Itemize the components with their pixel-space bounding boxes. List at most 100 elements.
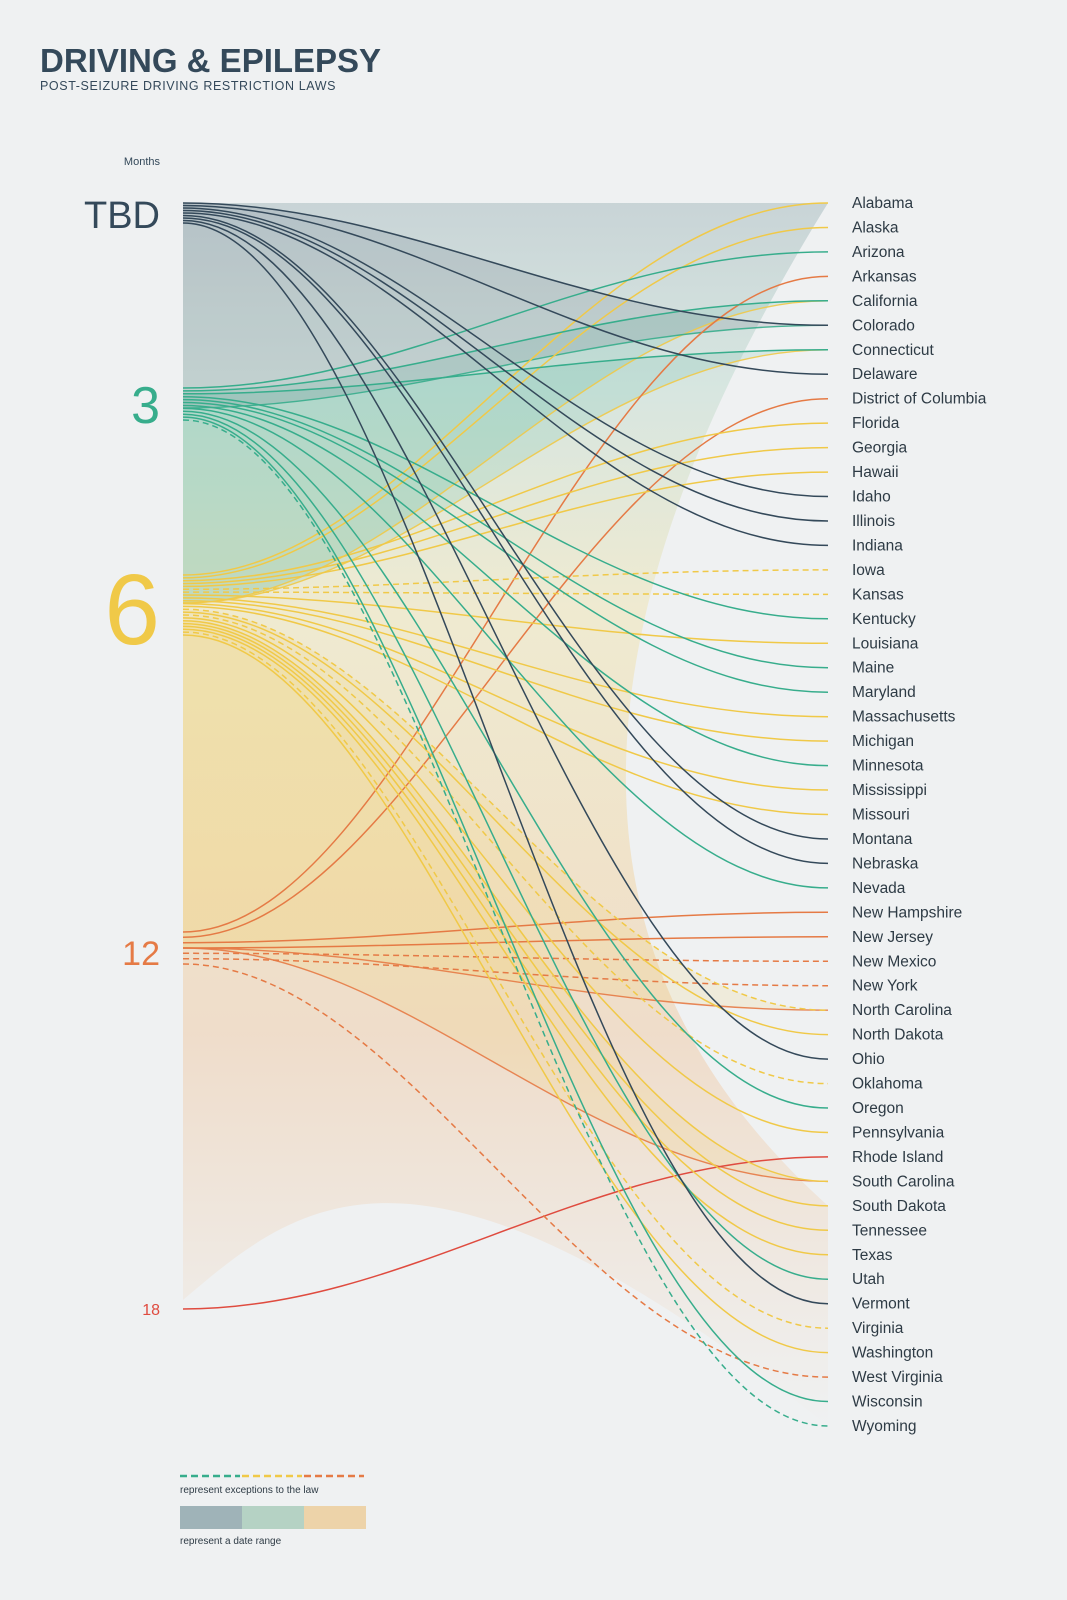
legend-swatch-0 (180, 1506, 242, 1529)
background-wash (183, 203, 828, 1426)
state-label-connecticut: Connecticut (852, 342, 935, 359)
chart-title: DRIVING & EPILEPSY (40, 42, 381, 79)
state-line-maryland (182, 401, 829, 693)
state-line-iowa (182, 569, 829, 591)
state-line-kentucky (182, 395, 829, 620)
state-line-north-carolina (182, 608, 829, 1011)
state-label-pennsylvania: Pennsylvania (852, 1124, 945, 1141)
axis-label-months: Months (124, 156, 161, 168)
state-line-washington (182, 634, 829, 1354)
state-line-mississippi (182, 602, 829, 791)
state-label-ohio: Ohio (852, 1051, 885, 1068)
state-label-hawaii: Hawaii (852, 464, 899, 481)
state-label-rhode-island: Rhode Island (852, 1149, 943, 1166)
state-line-montana (182, 214, 829, 840)
state-label-maine: Maine (852, 660, 894, 677)
state-label-maryland: Maryland (852, 684, 916, 701)
state-label-idaho: Idaho (852, 489, 891, 506)
state-line-delaware (182, 204, 829, 375)
state-line-alaska (182, 226, 829, 579)
state-line-tennessee (182, 625, 829, 1232)
state-label-new-mexico: New Mexico (852, 953, 936, 970)
state-label-nevada: Nevada (852, 880, 906, 897)
state-line-wisconsin (182, 416, 829, 1403)
state-label-tennessee: Tennessee (852, 1222, 927, 1239)
state-line-virginia (182, 631, 829, 1329)
range-band-south-carolina (183, 620, 828, 1182)
state-line-arizona (182, 251, 829, 389)
state-label-vermont: Vermont (852, 1296, 910, 1313)
level-labels: TBD 3 6 12 18 (84, 195, 160, 1319)
state-line-minnesota (182, 404, 829, 767)
legend-swatch-2 (304, 1506, 366, 1529)
state-label-michigan: Michigan (852, 733, 914, 750)
state-label-georgia: Georgia (852, 440, 908, 457)
state-label-mississippi: Mississippi (852, 782, 927, 799)
state-line-oregon (182, 410, 829, 1109)
range-band-north-carolina (183, 609, 828, 1011)
state-line-colorado (182, 202, 829, 327)
state-label-nebraska: Nebraska (852, 855, 919, 872)
state-line-massachusetts (182, 597, 829, 718)
level-label-tbd: TBD (84, 195, 160, 237)
legend-text-exceptions: represent exceptions to the law (180, 1485, 319, 1496)
state-label-oregon: Oregon (852, 1100, 904, 1117)
state-label-alabama: Alabama (852, 195, 914, 212)
range-bands (183, 203, 828, 1426)
state-label-washington: Washington (852, 1345, 933, 1362)
state-line-pennsylvania (182, 617, 829, 1134)
state-line-maine (182, 398, 829, 669)
state-label-montana: Montana (852, 831, 913, 848)
legend: represent exceptions to the law represent… (180, 1474, 366, 1547)
state-line-california (182, 300, 829, 392)
range-band-connecticut (183, 349, 828, 603)
state-line-alabama (182, 202, 829, 576)
state-label-wyoming: Wyoming (852, 1418, 916, 1435)
state-line-nevada (182, 407, 829, 889)
state-line-indiana (182, 212, 829, 547)
legend-swatch-1 (242, 1506, 304, 1529)
state-label-virginia: Virginia (852, 1320, 904, 1337)
state-line-utah (182, 413, 829, 1280)
state-label-massachusetts: Massachusetts (852, 709, 956, 726)
state-line-illinois (182, 209, 829, 522)
state-line-south-dakota (182, 622, 829, 1207)
state-label-alaska: Alaska (852, 219, 899, 236)
legend-text-range: represent a date range (180, 1536, 282, 1547)
state-line-nebraska (182, 217, 829, 865)
state-label-utah: Utah (852, 1271, 885, 1288)
state-label-missouri: Missouri (852, 807, 910, 824)
state-label-new-hampshire: New Hampshire (852, 904, 962, 921)
state-label-new-jersey: New Jersey (852, 929, 933, 946)
state-line-wyoming (182, 419, 829, 1427)
state-label-district-of-columbia: District of Columbia (852, 391, 987, 408)
state-label-illinois: Illinois (852, 513, 895, 530)
state-label-minnesota: Minnesota (852, 758, 924, 775)
state-label-louisiana: Louisiana (852, 635, 919, 652)
state-label-texas: Texas (852, 1247, 893, 1264)
state-label-wisconsin: Wisconsin (852, 1394, 923, 1411)
state-line-kansas (182, 591, 829, 596)
state-line-new-mexico (182, 952, 829, 963)
state-line-idaho (182, 207, 829, 498)
state-line-vermont (182, 222, 829, 1305)
state-line-new-york (182, 957, 829, 987)
state-label-florida: Florida (852, 415, 900, 432)
state-label-colorado: Colorado (852, 317, 915, 334)
state-label-delaware: Delaware (852, 366, 917, 383)
state-line-connecticut (182, 349, 829, 395)
state-label-new-york: New York (852, 978, 918, 995)
state-label-iowa: Iowa (852, 562, 885, 579)
state-label-arizona: Arizona (852, 244, 905, 261)
state-line-missouri (182, 605, 829, 816)
state-line-hawaii (182, 471, 829, 588)
state-label-north-dakota: North Dakota (852, 1027, 944, 1044)
state-line-arkansas (182, 275, 829, 933)
range-band-california (183, 300, 828, 603)
state-line-district-of-columbia (182, 397, 829, 939)
state-label-kentucky: Kentucky (852, 611, 916, 628)
state-line-georgia (182, 446, 829, 585)
state-lines (182, 202, 829, 1427)
state-label-oklahoma: Oklahoma (852, 1076, 923, 1093)
